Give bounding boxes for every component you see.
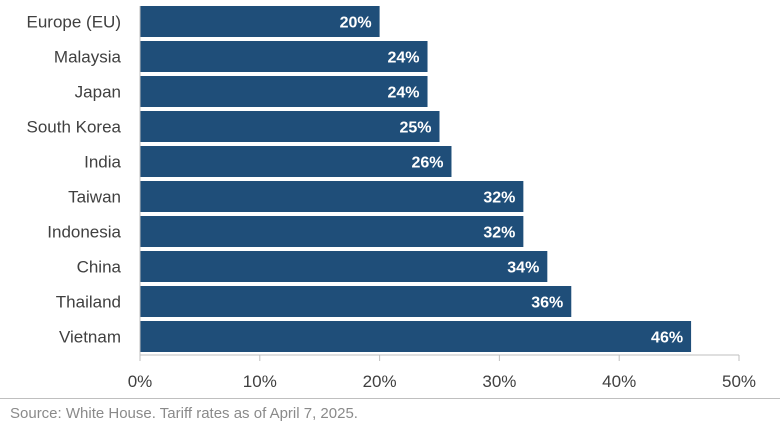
- category-label-china: China: [77, 258, 122, 277]
- bar-indonesia: [140, 216, 524, 247]
- x-axis: 0% 10% 20% 30% 40% 50%: [128, 6, 756, 391]
- category-label-europe-eu: Europe (EU): [27, 13, 121, 32]
- bar-india: [140, 146, 452, 177]
- category-label-vietnam: Vietnam: [59, 328, 121, 347]
- bar-europe-eu: [140, 6, 380, 37]
- x-tick-label: 10%: [243, 372, 277, 391]
- value-label-thailand: 36%: [531, 295, 563, 312]
- category-labels: Europe (EU) Malaysia Japan South Korea India…: [26, 13, 121, 347]
- footer-divider: [0, 398, 780, 399]
- bar-malaysia: [140, 41, 428, 72]
- category-label-south-korea: South Korea: [26, 118, 121, 137]
- bar-vietnam: [140, 321, 692, 352]
- bar-taiwan: [140, 181, 524, 212]
- category-label-india: India: [84, 153, 121, 172]
- category-label-taiwan: Taiwan: [68, 188, 121, 207]
- x-tick-label: 40%: [602, 372, 636, 391]
- category-label-malaysia: Malaysia: [54, 48, 122, 67]
- bar-japan: [140, 76, 428, 107]
- bar-south-korea: [140, 111, 440, 142]
- value-label-china: 34%: [507, 260, 539, 277]
- value-label-south-korea: 25%: [399, 120, 431, 137]
- value-label-malaysia: 24%: [387, 50, 419, 67]
- value-label-taiwan: 32%: [483, 190, 515, 207]
- value-labels: 20% 24% 24% 25% 26% 32% 32% 34% 36% 46%: [340, 15, 684, 347]
- value-label-vietnam: 46%: [651, 330, 683, 347]
- bars-group: [140, 6, 692, 352]
- value-label-india: 26%: [411, 155, 443, 172]
- bar-china: [140, 251, 548, 282]
- x-tick-label: 0%: [128, 372, 153, 391]
- x-tick-label: 30%: [482, 372, 516, 391]
- category-label-thailand: Thailand: [56, 293, 121, 312]
- source-note: Source: White House. Tariff rates as of …: [10, 405, 358, 422]
- category-label-japan: Japan: [75, 83, 121, 102]
- x-tick-label: 50%: [722, 372, 756, 391]
- value-label-indonesia: 32%: [483, 225, 515, 242]
- value-label-europe-eu: 20%: [340, 15, 372, 32]
- bar-thailand: [140, 286, 572, 317]
- value-label-japan: 24%: [387, 85, 419, 102]
- bar-chart: Europe (EU) Malaysia Japan South Korea India…: [26, 6, 756, 391]
- x-tick-label: 20%: [363, 372, 397, 391]
- category-label-indonesia: Indonesia: [47, 223, 121, 242]
